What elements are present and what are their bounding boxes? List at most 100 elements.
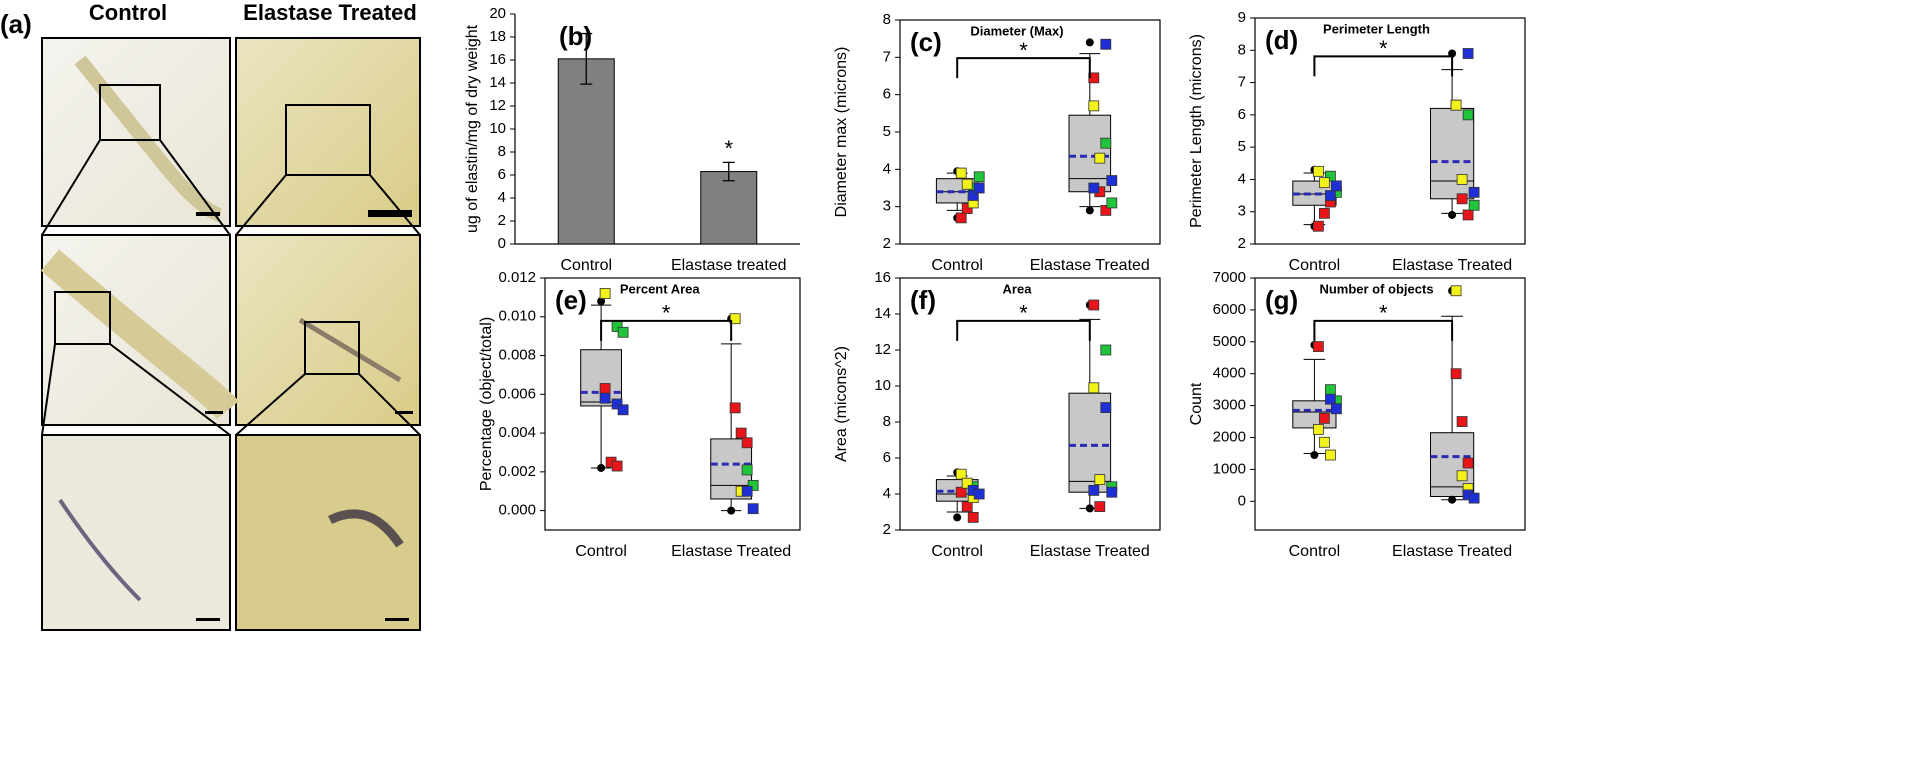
y-tick-label: 2 xyxy=(498,212,506,229)
y-tick-label: 8 xyxy=(883,413,891,430)
chart: 0 1000 2000 3000 4000 5000 6000 7000 Count (g) Num… xyxy=(1188,269,1526,560)
column-header: Control xyxy=(89,0,167,25)
y-tick-label: 3 xyxy=(1238,203,1246,220)
y-tick-label: 18 xyxy=(489,28,506,45)
data-point xyxy=(1325,449,1336,461)
tissue xyxy=(74,55,223,222)
data-point xyxy=(1331,180,1342,192)
significance-bracket xyxy=(956,57,1091,79)
data-point xyxy=(1331,403,1342,415)
y-tick-label: 6 xyxy=(1238,106,1246,123)
error-bar xyxy=(722,161,735,182)
significance-bracket xyxy=(956,319,1091,341)
y-axis-label: Area (micons^2) xyxy=(833,346,850,462)
y-tick-label: 1000 xyxy=(1213,460,1246,477)
data-point xyxy=(1456,193,1468,205)
data-point xyxy=(1325,190,1336,201)
micrograph xyxy=(235,234,421,426)
outlier xyxy=(953,513,962,522)
data-point xyxy=(741,464,753,476)
data-point xyxy=(1319,412,1330,424)
data-point xyxy=(967,512,979,523)
outlier xyxy=(597,297,606,306)
data-point xyxy=(1094,501,1106,513)
chart: 2 3 4 5 6 7 8 9 Perimeter Length (microns) (d) Per… xyxy=(1188,9,1526,274)
data-point xyxy=(1319,177,1330,189)
data-point xyxy=(741,437,753,449)
y-tick-label: 7 xyxy=(1238,74,1246,91)
outlier xyxy=(1310,451,1319,460)
data-point xyxy=(1313,220,1324,232)
data-point xyxy=(1462,457,1474,469)
y-tick-label: 4 xyxy=(883,485,891,502)
x-tick-label: Elastase Treated xyxy=(671,543,791,560)
data-point xyxy=(1100,344,1112,356)
y-tick-label: 5 xyxy=(1238,138,1246,155)
scale-bar xyxy=(205,411,223,414)
data-point xyxy=(1450,368,1462,380)
panel-label: (f) xyxy=(910,285,936,315)
y-tick-label: 2 xyxy=(1238,235,1246,252)
zoom-lines xyxy=(41,139,421,436)
data-point xyxy=(1319,436,1330,448)
y-tick-label: 20 xyxy=(489,5,506,22)
y-axis-label: Percentage (object/total) xyxy=(478,317,495,491)
data-point xyxy=(955,468,967,480)
data-point xyxy=(1106,197,1118,209)
data-point xyxy=(961,501,973,513)
zoom-box xyxy=(304,321,360,375)
significance-bracket xyxy=(600,319,733,341)
y-tick-label: 0.004 xyxy=(498,424,536,441)
y-tick-label: 3000 xyxy=(1213,397,1246,414)
data-point xyxy=(1319,207,1330,219)
data-point xyxy=(747,480,759,491)
panel-label: (g) xyxy=(1265,285,1298,315)
chart-title: Diameter (Max) xyxy=(970,23,1063,38)
data-point xyxy=(1450,285,1462,297)
annotation: * xyxy=(662,301,671,326)
y-tick-label: 4 xyxy=(883,160,891,177)
y-tick-label: 3 xyxy=(883,198,891,215)
annotation: * xyxy=(1019,301,1028,326)
y-tick-label: 7000 xyxy=(1213,269,1246,286)
box xyxy=(1430,107,1475,200)
x-tick-label: Elastase treated xyxy=(671,257,787,274)
y-tick-label: 6 xyxy=(883,449,891,466)
y-tick-label: 12 xyxy=(489,97,506,114)
data-point xyxy=(973,171,985,183)
annotation: * xyxy=(1019,38,1028,63)
data-point xyxy=(1456,416,1468,427)
data-point xyxy=(1100,402,1112,414)
data-point xyxy=(955,212,967,224)
y-axis-label: Diameter max (microns) xyxy=(833,47,850,218)
chart-title: Number of objects xyxy=(1319,281,1433,296)
annotation: * xyxy=(1379,36,1388,61)
y-tick-label: 0.006 xyxy=(498,385,536,402)
x-tick-label: Elastase Treated xyxy=(1030,257,1150,274)
x-tick-label: Control xyxy=(931,257,983,274)
chart-title: Perimeter Length xyxy=(1323,21,1430,36)
x-tick-label: Elastase Treated xyxy=(1392,257,1512,274)
y-tick-label: 6 xyxy=(883,86,891,103)
data-point xyxy=(1100,204,1112,216)
zoom-box xyxy=(285,104,371,176)
data-point xyxy=(599,288,611,299)
panel-label: (a) xyxy=(0,9,32,39)
y-tick-label: 2 xyxy=(883,235,891,252)
data-point xyxy=(1088,484,1100,496)
data-point xyxy=(729,402,741,414)
data-point xyxy=(961,203,973,214)
scale-bar xyxy=(196,618,220,621)
y-tick-label: 16 xyxy=(489,51,506,68)
x-tick-label: Control xyxy=(1289,543,1341,560)
y-tick-label: 5000 xyxy=(1213,333,1246,350)
outlier xyxy=(727,506,736,515)
bar xyxy=(557,58,615,245)
y-tick-label: 16 xyxy=(874,269,891,286)
data-point xyxy=(1456,470,1468,482)
y-tick-label: 12 xyxy=(874,341,891,358)
data-point xyxy=(1094,152,1106,164)
panel-label: (c) xyxy=(910,27,942,57)
